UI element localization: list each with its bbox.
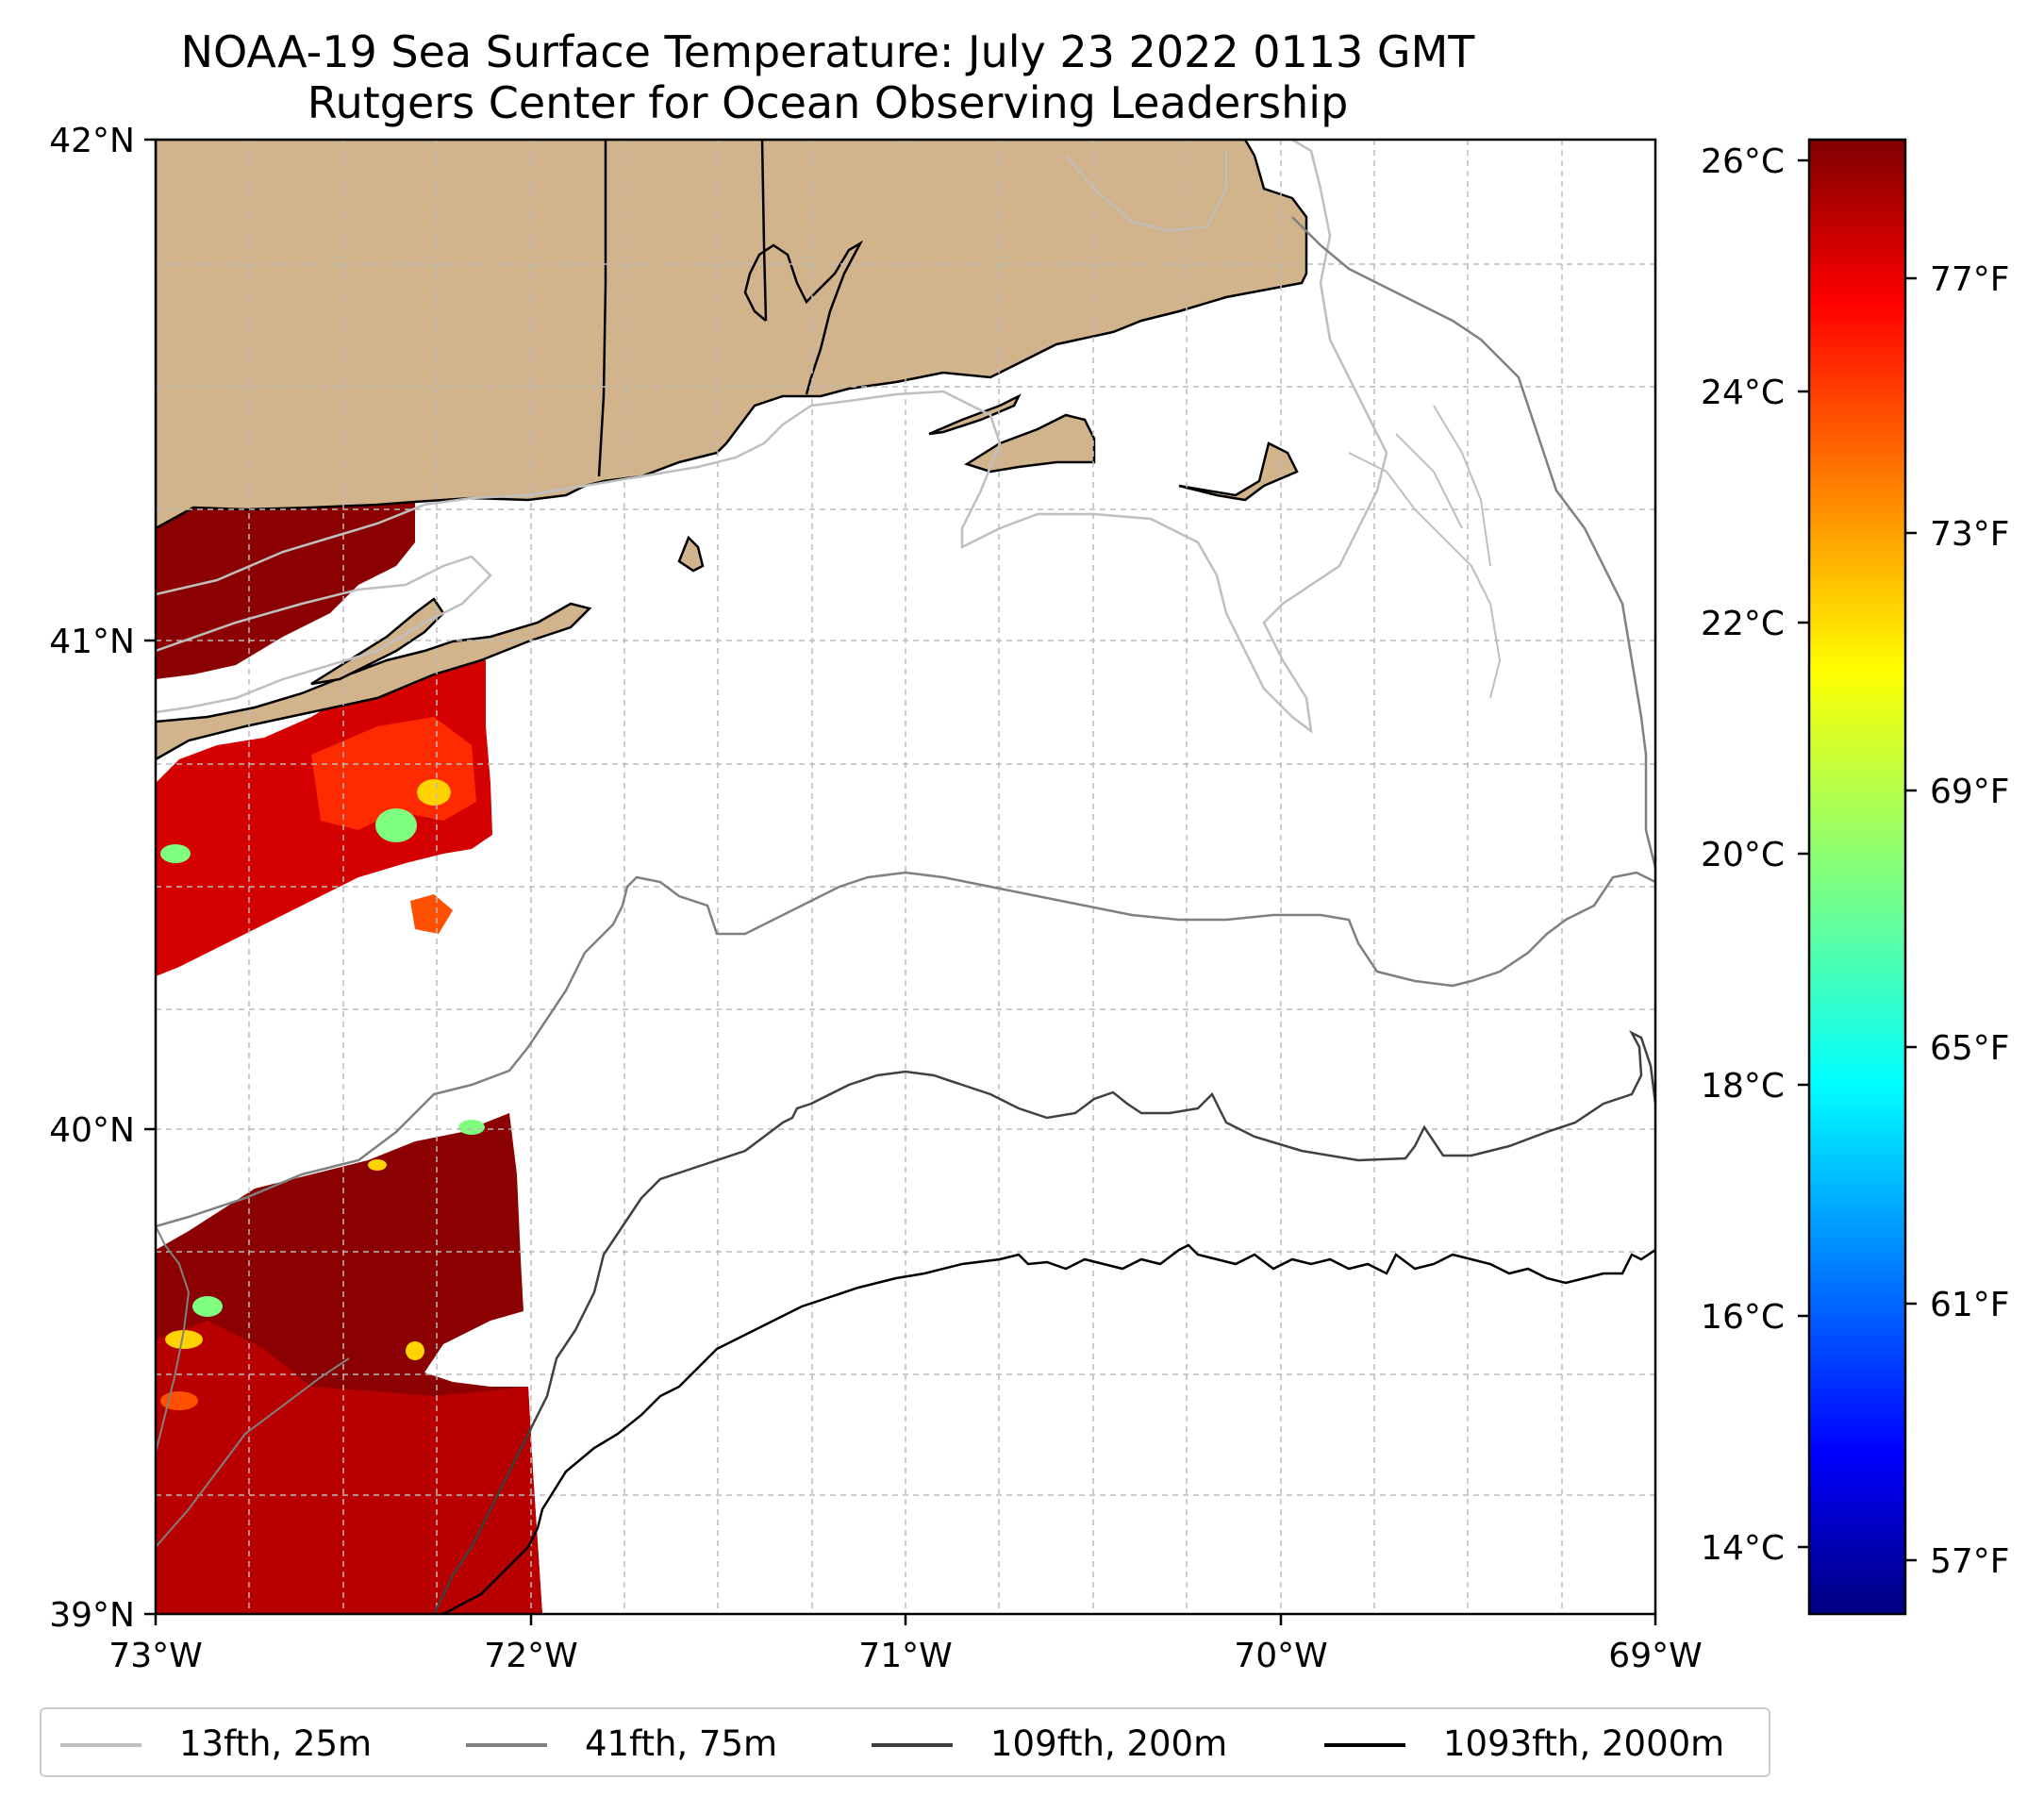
lon-label-72: 72°W bbox=[484, 1637, 577, 1675]
cbar-c-label-24: 24°C bbox=[1701, 374, 1785, 412]
lat-label-42: 42°N bbox=[49, 122, 135, 160]
narragansett-bay bbox=[743, 240, 864, 395]
lat-label-41: 41°N bbox=[49, 623, 135, 661]
marthas-vineyard bbox=[964, 413, 1096, 474]
block-island bbox=[677, 535, 705, 573]
sst-data bbox=[156, 502, 542, 1614]
cbar-c-label-20: 20°C bbox=[1701, 836, 1785, 874]
colorbar bbox=[1807, 138, 1907, 1616]
cbar-f-label-69: 69°F bbox=[1930, 773, 2010, 811]
cbar-f-label-77: 77°F bbox=[1930, 260, 2010, 299]
lat-label-40: 40°N bbox=[49, 1111, 135, 1150]
lon-label-70: 70°W bbox=[1234, 1637, 1327, 1675]
cbar-c-label-26: 26°C bbox=[1701, 142, 1785, 181]
lat-label-39: 39°N bbox=[49, 1596, 135, 1635]
legend-label: 13fth, 25m bbox=[179, 1723, 373, 1764]
map-area bbox=[156, 140, 1655, 1614]
contour-25m bbox=[156, 140, 1388, 734]
map-subtitle: Rutgers Center for Ocean Observing Leade… bbox=[307, 77, 1349, 128]
cbar-f-label-61: 61°F bbox=[1930, 1286, 2010, 1324]
lon-label-73: 73°W bbox=[108, 1637, 202, 1675]
cbar-c-label-14: 14°C bbox=[1701, 1529, 1785, 1568]
cbar-c-label-22: 22°C bbox=[1701, 605, 1785, 643]
cbar-c-label-16: 16°C bbox=[1701, 1298, 1785, 1337]
graticule bbox=[156, 140, 1655, 1614]
sst-patch-north bbox=[156, 502, 415, 679]
contour-75m bbox=[156, 871, 1655, 1228]
sst-small-patch bbox=[410, 894, 453, 934]
legend: 13fth, 25m 41fth, 75m 109fth, 200m 1093f… bbox=[40, 1707, 1770, 1777]
legend-line-200m bbox=[872, 1743, 953, 1747]
long-island bbox=[156, 602, 592, 761]
sst-cool-spot bbox=[375, 808, 417, 842]
legend-label: 109fth, 200m bbox=[990, 1723, 1228, 1764]
legend-line-25m bbox=[60, 1743, 141, 1747]
map-title: NOAA-19 Sea Surface Temperature: July 23… bbox=[180, 26, 1475, 77]
state-border-ri-ma bbox=[760, 140, 768, 322]
legend-label: 1093fth, 2000m bbox=[1443, 1723, 1725, 1764]
cbar-f-label-65: 65°F bbox=[1930, 1029, 2010, 1068]
state-border-ct-ri bbox=[597, 140, 607, 477]
cbar-f-label-73: 73°F bbox=[1930, 515, 2010, 554]
legend-line-2000m bbox=[1324, 1743, 1405, 1747]
legend-line-75m bbox=[466, 1743, 547, 1747]
contour-2000m bbox=[442, 1243, 1655, 1614]
bathymetry bbox=[156, 140, 1655, 1614]
lon-label-71: 71°W bbox=[858, 1637, 952, 1675]
legend-label: 41fth, 75m bbox=[585, 1723, 778, 1764]
cbar-f-label-57: 57°F bbox=[1930, 1542, 2010, 1581]
elizabeth-islands bbox=[928, 393, 1022, 436]
mainland-new-england bbox=[156, 140, 1308, 530]
lon-label-69: 69°W bbox=[1608, 1637, 1702, 1675]
contour-200m bbox=[432, 1030, 1655, 1614]
cbar-c-label-18: 18°C bbox=[1701, 1067, 1785, 1106]
nantucket bbox=[1178, 441, 1299, 502]
